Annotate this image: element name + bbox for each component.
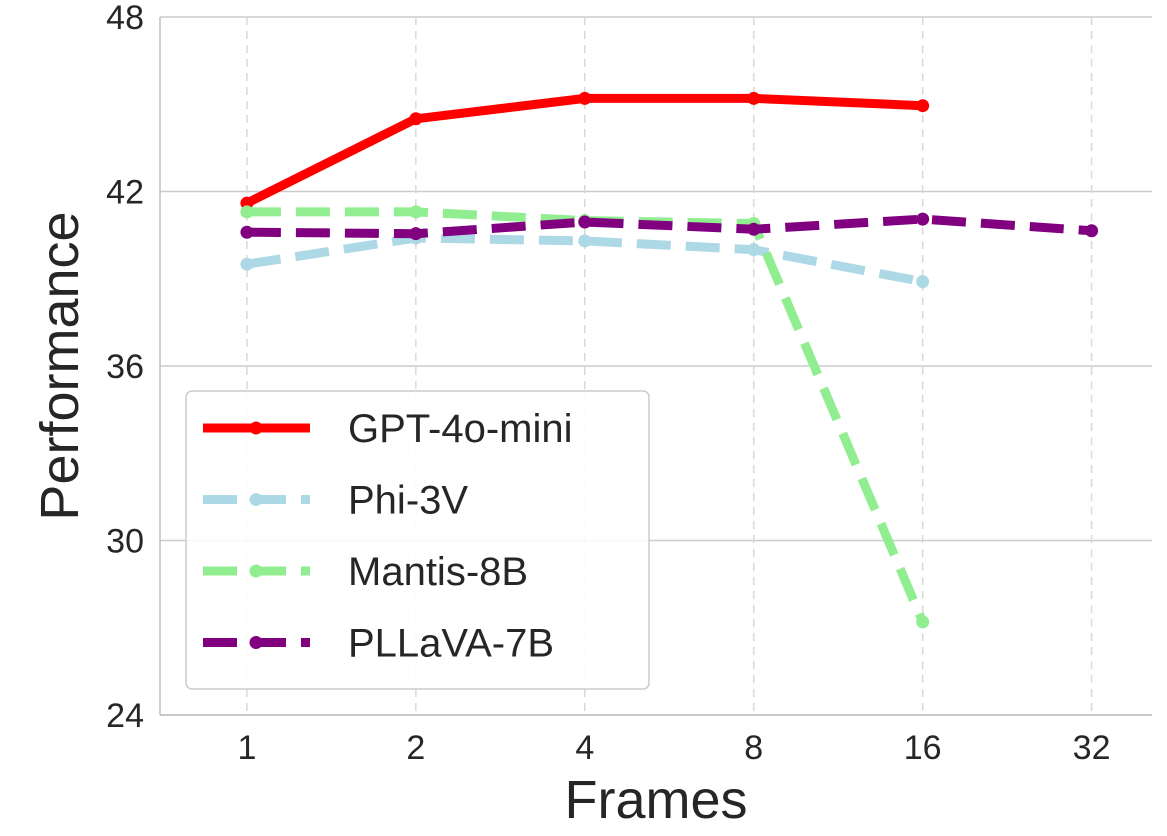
data-point-pllava-7b <box>240 225 254 239</box>
legend-item-gpt-4o-mini: GPT-4o-mini <box>203 407 573 451</box>
data-point-phi-3v <box>578 234 592 248</box>
x-tick-label: 32 <box>1073 729 1111 767</box>
x-tick-label: 16 <box>904 729 942 767</box>
data-point-pllava-7b <box>916 212 930 226</box>
legend-marker <box>249 564 263 578</box>
legend-label: GPT-4o-mini <box>348 407 573 451</box>
series-line-mantis-8b <box>246 207 927 624</box>
legend-label: Mantis-8B <box>348 550 528 594</box>
legend-item-pllava-7b: PLLaVA-7B <box>203 622 554 666</box>
x-tick-label: 8 <box>744 729 763 767</box>
y-tick-label: 42 <box>106 174 144 212</box>
data-point-phi-3v <box>240 257 254 271</box>
legend-item-phi-3v: Phi-3V <box>203 479 468 523</box>
data-point-pllava-7b <box>578 215 592 229</box>
data-point-gpt-4o-mini <box>916 99 930 113</box>
data-point-gpt-4o-mini <box>578 91 592 105</box>
data-point-mantis-8b <box>916 615 930 629</box>
data-point-mantis-8b <box>409 205 423 219</box>
data-point-mantis-8b <box>240 205 254 219</box>
data-point-phi-3v <box>747 243 761 257</box>
x-tick-label: 2 <box>406 729 425 767</box>
y-tick-label: 30 <box>106 523 144 561</box>
y-tick-label: 36 <box>106 348 144 386</box>
data-point-pllava-7b <box>747 222 761 236</box>
data-point-gpt-4o-mini <box>747 91 761 105</box>
series-line-pllava-7b <box>246 214 1092 239</box>
legend-marker <box>249 636 263 649</box>
y-tick-label: 48 <box>106 0 144 37</box>
x-tick-label: 4 <box>575 729 594 767</box>
x-axis-label: Frames <box>564 770 747 830</box>
legend-item-mantis-8b: Mantis-8B <box>203 550 528 594</box>
series-group <box>240 91 1099 629</box>
plot-frame <box>159 17 1152 716</box>
y-tick-label: 24 <box>106 697 144 735</box>
legend-marker <box>249 421 263 435</box>
series-line-phi-3v <box>246 233 924 287</box>
legend: GPT-4o-mini Phi-3V Mantis-8B PLLaVA-7B <box>185 390 650 690</box>
data-point-pllava-7b <box>1085 224 1099 238</box>
legend-label: Phi-3V <box>348 479 468 523</box>
legend-label: PLLaVA-7B <box>348 622 554 666</box>
legend-box <box>185 390 650 690</box>
legend-marker <box>249 493 263 506</box>
data-point-gpt-4o-mini <box>409 112 423 126</box>
x-tick-label: 1 <box>237 729 256 767</box>
y-axis-label: Performance <box>30 211 90 520</box>
data-point-pllava-7b <box>409 227 423 241</box>
data-point-phi-3v <box>916 275 930 289</box>
series-pllava-7b <box>240 212 1099 241</box>
